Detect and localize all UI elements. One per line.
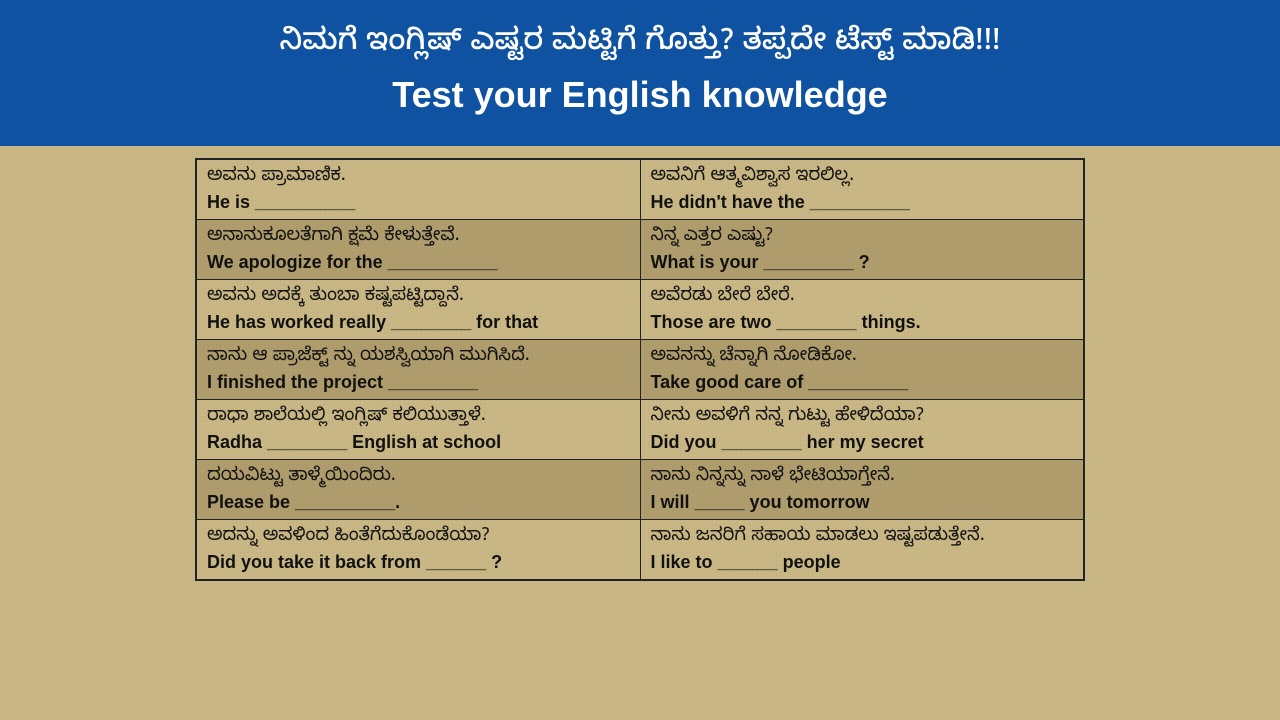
- content-area: ಅವನು ಪ್ರಾಮಾಣಿಕ.He is __________ಅವನಿಗೆ ಆತ…: [0, 146, 1280, 581]
- english-text: He is __________: [207, 192, 630, 213]
- english-text: Radha ________ English at school: [207, 432, 630, 453]
- table-cell: ಅವನಿಗೆ ಆತ್ಮವಿಶ್ವಾಸ ಇರಲಿಲ್ಲ. He didn't ha…: [640, 159, 1084, 220]
- kannada-text: ಅವನನ್ನು ಚೆನ್ನಾಗಿ ನೋಡಿಕೋ.: [651, 345, 1074, 370]
- table-cell: ರಾಧಾ ಶಾಲೆಯಲ್ಲಿ ಇಂಗ್ಲಿಷ್ ಕಲಿಯುತ್ತಾಳೆ.Radh…: [196, 400, 640, 460]
- english-text: I finished the project _________: [207, 372, 630, 393]
- kannada-text: ದಯವಿಟ್ಟು ತಾಳ್ಮೆಯಿಂದಿರು.: [207, 465, 630, 490]
- english-text: Those are two ________ things.: [651, 312, 1074, 333]
- table-row: ಅನಾನುಕೂಲತೆಗಾಗಿ ಕ್ಷಮೆ ಕೇಳುತ್ತೇವೆ.We apolo…: [196, 220, 1084, 280]
- kannada-text: ಅವನು ಪ್ರಾಮಾಣಿಕ.: [207, 165, 630, 190]
- kannada-text: ಅವನಿಗೆ ಆತ್ಮವಿಶ್ವಾಸ ಇರಲಿಲ್ಲ.: [651, 165, 1074, 190]
- table-cell: ಅವೆರಡು ಬೇರೆ ಬೇರೆ.Those are two ________ …: [640, 280, 1084, 340]
- table-row: ಅದನ್ನು ಅವಳಿಂದ ಹಿಂತೆಗೆದುಕೊಂಡೆಯಾ?Did you t…: [196, 520, 1084, 581]
- kannada-text: ನಿನ್ನ ಎತ್ತರ ಎಷ್ಟು?: [651, 225, 1074, 250]
- table-row: ನಾನು ಆ ಪ್ರಾಜೆಕ್ಟ್ ನ್ನು ಯಶಸ್ವಿಯಾಗಿ ಮುಗಿಸಿ…: [196, 340, 1084, 400]
- english-text: He didn't have the __________: [651, 192, 1074, 213]
- kannada-text: ನಾನು ಜನರಿಗೆ ಸಹಾಯ ಮಾಡಲು ಇಷ್ಟಪಡುತ್ತೇನೆ.: [651, 525, 1074, 550]
- quiz-table: ಅವನು ಪ್ರಾಮಾಣಿಕ.He is __________ಅವನಿಗೆ ಆತ…: [195, 158, 1085, 581]
- kannada-text: ನೀನು ಅವಳಿಗೆ ನನ್ನ ಗುಟ್ಟು ಹೇಳಿದೆಯಾ?: [651, 405, 1074, 430]
- header-title-english: Test your English knowledge: [10, 74, 1270, 116]
- english-text: Did you take it back from ______ ?: [207, 552, 630, 573]
- english-text: What is your _________ ?: [651, 252, 1074, 273]
- header-title-kannada: ನಿಮಗೆ ಇಂಗ್ಲಿಷ್ ಎಷ್ಟರ ಮಟ್ಟಿಗೆ ಗೊತ್ತು? ತಪ್…: [10, 26, 1270, 66]
- table-cell: ನೀನು ಅವಳಿಗೆ ನನ್ನ ಗುಟ್ಟು ಹೇಳಿದೆಯಾ? Did yo…: [640, 400, 1084, 460]
- table-cell: ನಿನ್ನ ಎತ್ತರ ಎಷ್ಟು? What is your ________…: [640, 220, 1084, 280]
- table-cell: ನಾನು ಆ ಪ್ರಾಜೆಕ್ಟ್ ನ್ನು ಯಶಸ್ವಿಯಾಗಿ ಮುಗಿಸಿ…: [196, 340, 640, 400]
- table-row: ಅವನು ಅದಕ್ಕೆ ತುಂಬಾ ಕಷ್ಟಪಟ್ಟಿದ್ದಾನೆ.He has…: [196, 280, 1084, 340]
- table-cell: ದಯವಿಟ್ಟು ತಾಳ್ಮೆಯಿಂದಿರು.Please be _______…: [196, 460, 640, 520]
- kannada-text: ನಾನು ನಿನ್ನನ್ನು ನಾಳೆ ಭೇಟಿಯಾಗ್ತೇನೆ.: [651, 465, 1074, 490]
- kannada-text: ಅನಾನುಕೂಲತೆಗಾಗಿ ಕ್ಷಮೆ ಕೇಳುತ್ತೇವೆ.: [207, 225, 630, 250]
- english-text: Take good care of __________: [651, 372, 1074, 393]
- table-row: ಅವನು ಪ್ರಾಮಾಣಿಕ.He is __________ಅವನಿಗೆ ಆತ…: [196, 159, 1084, 220]
- kannada-text: ಅವೆರಡು ಬೇರೆ ಬೇರೆ.: [651, 285, 1074, 310]
- table-cell: ನಾನು ನಿನ್ನನ್ನು ನಾಳೆ ಭೇಟಿಯಾಗ್ತೇನೆ. I will…: [640, 460, 1084, 520]
- table-cell: ನಾನು ಜನರಿಗೆ ಸಹಾಯ ಮಾಡಲು ಇಷ್ಟಪಡುತ್ತೇನೆ. I …: [640, 520, 1084, 581]
- kannada-text: ರಾಧಾ ಶಾಲೆಯಲ್ಲಿ ಇಂಗ್ಲಿಷ್ ಕಲಿಯುತ್ತಾಳೆ.: [207, 405, 630, 430]
- table-cell: ಅನಾನುಕೂಲತೆಗಾಗಿ ಕ್ಷಮೆ ಕೇಳುತ್ತೇವೆ.We apolo…: [196, 220, 640, 280]
- english-text: I like to ______ people: [651, 552, 1074, 573]
- table-cell: ಅವನನ್ನು ಚೆನ್ನಾಗಿ ನೋಡಿಕೋ. Take good care …: [640, 340, 1084, 400]
- table-cell: ಅವನು ಪ್ರಾಮಾಣಿಕ.He is __________: [196, 159, 640, 220]
- english-text: He has worked really ________ for that: [207, 312, 630, 333]
- english-text: I will _____ you tomorrow: [651, 492, 1074, 513]
- kannada-text: ನಾನು ಆ ಪ್ರಾಜೆಕ್ಟ್ ನ್ನು ಯಶಸ್ವಿಯಾಗಿ ಮುಗಿಸಿ…: [207, 345, 630, 370]
- kannada-text: ಅವನು ಅದಕ್ಕೆ ತುಂಬಾ ಕಷ್ಟಪಟ್ಟಿದ್ದಾನೆ.: [207, 285, 630, 310]
- table-row: ರಾಧಾ ಶಾಲೆಯಲ್ಲಿ ಇಂಗ್ಲಿಷ್ ಕಲಿಯುತ್ತಾಳೆ.Radh…: [196, 400, 1084, 460]
- english-text: Did you ________ her my secret: [651, 432, 1074, 453]
- english-text: Please be __________.: [207, 492, 630, 513]
- kannada-text: ಅದನ್ನು ಅವಳಿಂದ ಹಿಂತೆಗೆದುಕೊಂಡೆಯಾ?: [207, 525, 630, 550]
- header-banner: ನಿಮಗೆ ಇಂಗ್ಲಿಷ್ ಎಷ್ಟರ ಮಟ್ಟಿಗೆ ಗೊತ್ತು? ತಪ್…: [0, 0, 1280, 146]
- table-cell: ಅವನು ಅದಕ್ಕೆ ತುಂಬಾ ಕಷ್ಟಪಟ್ಟಿದ್ದಾನೆ.He has…: [196, 280, 640, 340]
- english-text: We apologize for the ___________: [207, 252, 630, 273]
- table-cell: ಅದನ್ನು ಅವಳಿಂದ ಹಿಂತೆಗೆದುಕೊಂಡೆಯಾ?Did you t…: [196, 520, 640, 581]
- table-row: ದಯವಿಟ್ಟು ತಾಳ್ಮೆಯಿಂದಿರು.Please be _______…: [196, 460, 1084, 520]
